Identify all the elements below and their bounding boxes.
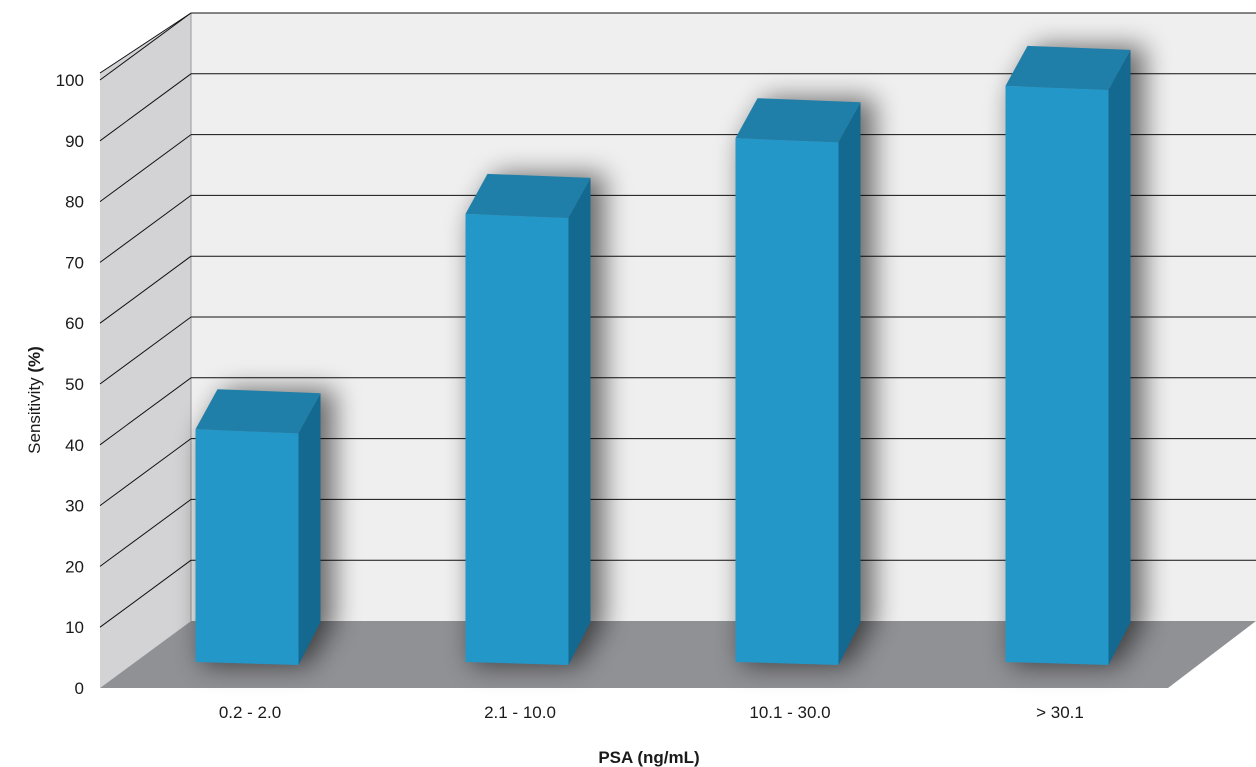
bar-group [195,389,335,666]
bar-top [465,173,591,218]
x-tick-label: 10.1 - 30.0 [749,703,830,722]
y-tick-label: 70 [65,253,84,272]
y-axis-title-text: Sensitivity [25,373,44,454]
bar-front [465,213,569,666]
bar-front [735,138,839,665]
y-tick-label: 60 [65,314,84,333]
x-axis-ticks: 0.2 - 2.0 2.1 - 10.0 10.1 - 30.0 > 30.1 [219,703,1084,722]
bar-top [735,98,861,143]
chart-floor [100,621,1256,688]
y-axis-ticks: 0 10 20 30 40 50 60 70 80 90 100 [56,71,84,698]
floor-plane [100,621,1256,688]
y-axis-title: Sensitivity (%) [25,346,44,454]
x-tick-label: 0.2 - 2.0 [219,703,281,722]
gridline-diagonal [99,438,192,507]
bar-group [465,173,605,667]
bar-side [298,393,321,665]
bar-side [1108,49,1131,665]
gridline-diagonal [99,12,192,81]
gridline-diagonal [99,134,192,203]
y-tick-label: 80 [65,193,84,212]
top-frame-diagonal [99,12,192,74]
y-tick-label: 10 [65,618,84,637]
bar-front [1005,85,1109,665]
bar-side [838,102,861,665]
gridline-diagonal [99,377,192,446]
gridline-diagonal [99,73,192,142]
y-axis-title-unit: (%) [25,346,44,372]
gridline-diagonal [99,559,192,628]
bar-top [195,389,321,434]
gridline-diagonal [99,255,192,324]
bar-top [1005,45,1131,90]
y-tick-label: 40 [65,436,84,455]
y-tick-label: 30 [65,497,84,516]
bar-group [1005,45,1145,666]
x-tick-label: > 30.1 [1036,703,1084,722]
y-tick-label: 0 [75,679,84,698]
gridline-diagonal [99,194,192,263]
x-axis-title: PSA (ng/mL) [598,748,699,767]
x-tick-label: 2.1 - 10.0 [484,703,556,722]
gridline-diagonal [99,316,192,385]
bars [195,45,1145,667]
bar-group [735,98,875,666]
y-tick-label: 100 [56,71,84,90]
y-tick-label: 50 [65,375,84,394]
bar-side [568,177,591,666]
y-tick-label: 90 [65,132,84,151]
y-tick-label: 20 [65,557,84,576]
bar-front [195,429,299,665]
gridline-diagonal [99,498,192,567]
